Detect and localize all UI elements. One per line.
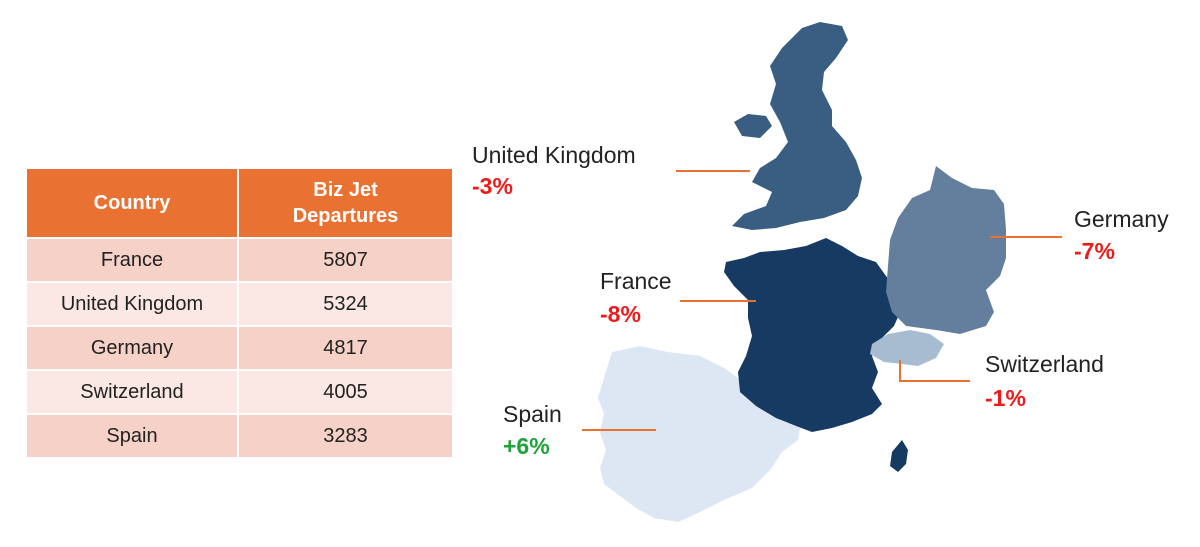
cell-country: United Kingdom <box>27 281 238 326</box>
cell-country: France <box>27 237 238 282</box>
cell-departures: 4005 <box>237 369 452 414</box>
region-spain <box>598 346 800 522</box>
region-france <box>724 238 902 432</box>
label-spain-change: +6% <box>503 433 550 459</box>
cell-departures: 3283 <box>237 413 452 457</box>
leader-line-switzerland <box>899 360 970 382</box>
table-row: Switzerland 4005 <box>27 369 452 414</box>
label-france-change: -8% <box>600 301 641 327</box>
cell-country: Spain <box>27 413 238 457</box>
cell-departures: 4817 <box>237 325 452 370</box>
label-germany-name: Germany <box>1074 206 1169 232</box>
table-row: Germany 4817 <box>27 325 452 370</box>
region-corsica <box>890 440 908 472</box>
region-great-britain <box>732 22 862 230</box>
table-row: France 5807 <box>27 237 452 282</box>
label-germany-change: -7% <box>1074 238 1115 264</box>
label-switzerland-name: Switzerland <box>985 351 1104 377</box>
region-germany <box>886 166 1006 334</box>
region-northern-ireland <box>734 114 772 138</box>
header-country: Country <box>27 169 238 238</box>
label-france-name: France <box>600 268 672 294</box>
departures-table: Country Biz Jet Departures France 5807 U… <box>27 169 452 457</box>
cell-departures: 5324 <box>237 281 452 326</box>
table-row: Spain 3283 <box>27 413 452 457</box>
table-header-row: Country Biz Jet Departures <box>27 169 452 238</box>
label-switzerland-change: -1% <box>985 385 1026 411</box>
cell-country: Switzerland <box>27 369 238 414</box>
table-row: United Kingdom 5324 <box>27 281 452 326</box>
region-switzerland <box>870 330 944 366</box>
cell-departures: 5807 <box>237 237 452 282</box>
header-departures: Biz Jet Departures <box>237 169 452 238</box>
header-departures-label: Biz Jet Departures <box>292 179 399 227</box>
label-uk-change: -3% <box>472 173 513 199</box>
cell-country: Germany <box>27 325 238 370</box>
label-spain-name: Spain <box>503 401 562 427</box>
label-uk-name: United Kingdom <box>472 142 636 168</box>
